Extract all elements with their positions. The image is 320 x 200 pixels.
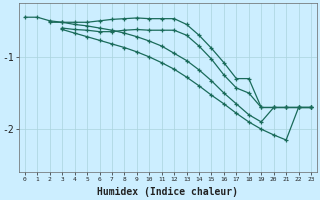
X-axis label: Humidex (Indice chaleur): Humidex (Indice chaleur) bbox=[98, 187, 238, 197]
